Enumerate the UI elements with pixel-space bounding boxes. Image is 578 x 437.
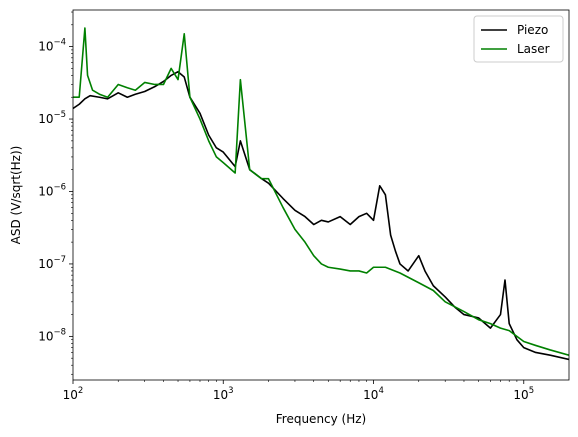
y-axis-label: ASD (V/sqrt(Hz)) bbox=[9, 146, 23, 245]
x-axis: 102 103 104 105 bbox=[63, 380, 534, 402]
legend-label-laser: Laser bbox=[517, 42, 550, 56]
series-line-laser bbox=[73, 27, 569, 356]
x-tick-label: 102 bbox=[63, 386, 84, 402]
x-axis-label: Frequency (Hz) bbox=[276, 412, 367, 426]
x-tick-label: 104 bbox=[363, 386, 384, 402]
y-tick-label: 10−6 bbox=[38, 182, 66, 198]
y-tick-label: 10−5 bbox=[38, 110, 66, 126]
y-axis: 10−8 10−7 10−6 10−5 10−4 bbox=[38, 11, 73, 375]
plot-background bbox=[73, 10, 569, 380]
legend: Piezo Laser bbox=[473, 15, 564, 63]
legend-label-piezo: Piezo bbox=[517, 23, 548, 37]
series-layer bbox=[73, 27, 569, 361]
x-tick-label: 103 bbox=[213, 386, 234, 402]
legend-box bbox=[473, 15, 564, 63]
y-tick-label: 10−8 bbox=[38, 327, 66, 343]
y-tick-label: 10−4 bbox=[38, 38, 66, 54]
x-tick-label: 105 bbox=[513, 386, 534, 402]
y-tick-label: 10−7 bbox=[38, 255, 66, 271]
